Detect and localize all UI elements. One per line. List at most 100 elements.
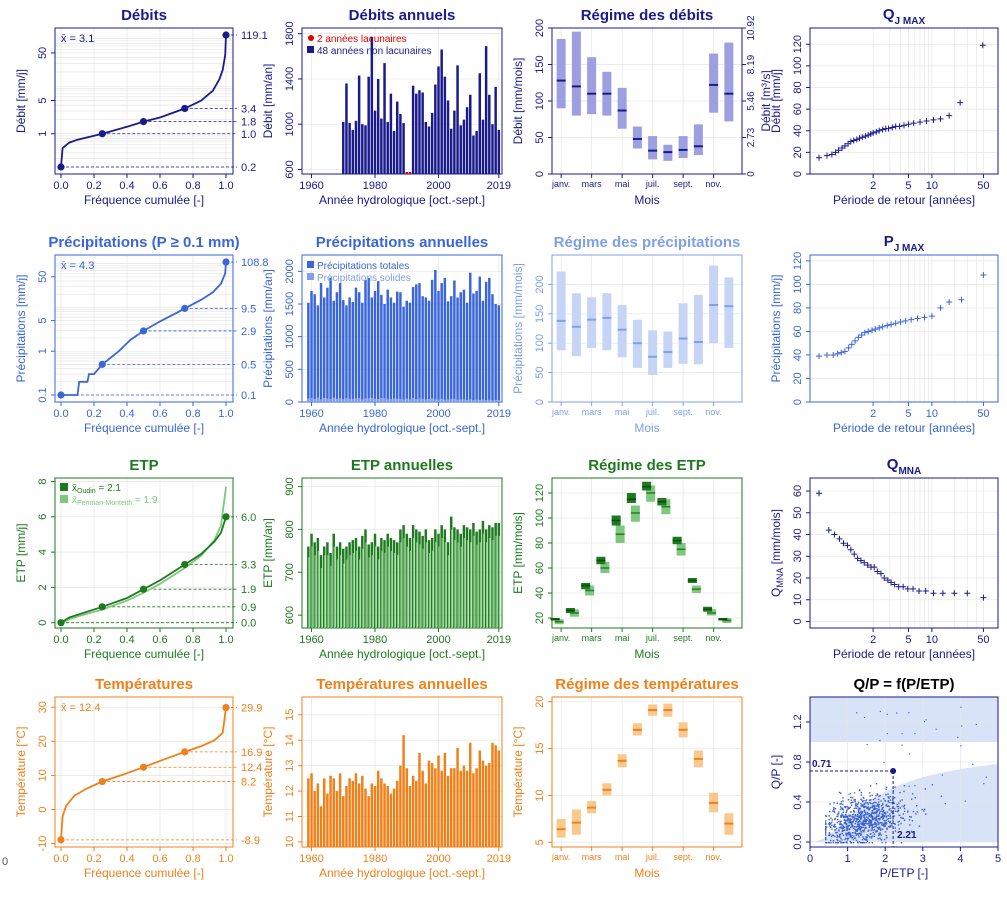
qp-point — [843, 815, 845, 818]
etp_annuelles-bar-secondary — [403, 538, 405, 628]
qp-point — [888, 817, 890, 820]
debits_fdc-quantile-label: 0.2 — [241, 162, 256, 174]
qp-point — [848, 828, 851, 830]
qp-points — [825, 706, 987, 844]
qjmax-point — [873, 128, 880, 135]
qp-point — [851, 824, 854, 827]
qp-point — [855, 834, 857, 836]
qp-point — [880, 816, 882, 818]
qp-point — [842, 815, 844, 817]
qp-point — [866, 823, 868, 825]
qjmax-point — [835, 147, 842, 154]
qp-point — [877, 798, 880, 801]
regime_precip-ytick-label: 50 — [534, 366, 546, 378]
qjmax-point — [876, 127, 883, 134]
qp-point — [842, 809, 844, 811]
qp-point — [886, 827, 888, 829]
qp-point — [899, 807, 901, 809]
precip_annuelles-bar-solid — [484, 400, 488, 402]
pjmax-point — [868, 327, 875, 334]
qjmax-point — [815, 154, 822, 161]
temp_annuelles-bar — [307, 778, 310, 847]
qp-point — [833, 808, 835, 810]
qp-point — [838, 820, 840, 822]
qp-point — [885, 835, 888, 837]
qp-point — [884, 800, 886, 802]
debits_annuels-bar — [465, 107, 469, 174]
qp-point — [842, 816, 845, 819]
qp-point — [827, 834, 830, 836]
qp-point — [866, 807, 868, 809]
qp-point — [841, 839, 843, 841]
qp-point — [841, 807, 844, 809]
qp-point — [852, 842, 855, 844]
precip_annuelles-bar — [443, 277, 447, 402]
etp_fdc-xtick-label: 0.6 — [152, 634, 167, 646]
debits_annuels-bar — [399, 114, 402, 174]
debits_annuels-bar — [411, 85, 415, 174]
qp-point — [828, 810, 831, 813]
qp-point — [881, 807, 883, 809]
qp-point — [878, 814, 880, 816]
temp_annuelles-bar — [418, 752, 421, 847]
etp_fdc-quantile-point — [181, 560, 189, 569]
etp_annuelles-xtick-label: 1960 — [299, 634, 323, 646]
qp-point — [865, 805, 867, 808]
debits_annuels-ytick-label: 1800 — [284, 21, 296, 45]
precip_fdc-quantile-point — [98, 360, 106, 368]
precip_annuelles-bar-solid — [307, 398, 310, 402]
qmna-point — [874, 568, 881, 575]
qmna-title-sub: MNA — [898, 466, 921, 477]
regime_etp-ytick-label: 120 — [534, 484, 546, 502]
qp-point — [851, 814, 854, 816]
qjmax-frame — [809, 27, 999, 175]
precip_annuelles-bar-solid — [361, 399, 364, 402]
qp-point — [875, 818, 877, 820]
qp-point — [944, 803, 946, 805]
qp-point — [868, 829, 870, 831]
qp-point — [865, 799, 868, 801]
temp_annuelles-bar — [402, 735, 405, 847]
qp-point — [872, 826, 874, 829]
precip_annuelles-bar-solid — [488, 399, 491, 402]
qp-ylabel: Q/P [-] — [769, 755, 783, 789]
precip_annuelles-bar-solid — [326, 398, 329, 402]
etp_fdc-xtick-label: 0.0 — [53, 634, 68, 646]
qp-point — [856, 805, 859, 808]
qp-point — [837, 839, 839, 842]
precip_annuelles-bar-solid — [396, 398, 399, 402]
qp-point — [889, 795, 892, 798]
debits_fdc-curve — [60, 34, 227, 168]
qp-point — [866, 840, 869, 842]
qp-point — [886, 811, 889, 813]
etp_annuelles-bar-secondary — [362, 548, 364, 628]
qp-point — [871, 826, 873, 829]
qmna-xtick-label: 5 — [905, 634, 911, 646]
precip_annuelles-bar — [437, 290, 440, 402]
qjmax-ytick-label: 0 — [792, 171, 804, 177]
debits_fdc-quantile-label: 3.4 — [241, 103, 256, 115]
temp_annuelles-bar — [478, 750, 482, 847]
temp_fdc-panel: Températures Fréquence cumulée [-] Tempéra… — [2, 676, 262, 880]
precip_annuelles-bar — [418, 283, 421, 402]
qp-point — [898, 820, 901, 823]
qp-point — [855, 815, 857, 817]
qmna-point — [881, 575, 888, 581]
qp-point — [864, 802, 866, 805]
precip_annuelles-ytick-label: 500 — [284, 360, 296, 378]
etp_annuelles-bar-secondary — [381, 550, 383, 628]
qp-point — [839, 826, 841, 829]
temp_annuelles-ytick-label: 10 — [284, 836, 296, 848]
qp-point — [846, 841, 848, 843]
pjmax-ylabel: Précipitations [mm/j] — [769, 274, 783, 382]
qp-point — [831, 824, 833, 827]
debits_annuels-bar — [354, 120, 358, 174]
etp_fdc-ytick-label: 4 — [37, 549, 49, 555]
precip_fdc-xtick-label: 0.4 — [119, 408, 134, 420]
debits_annuels-bar — [367, 76, 370, 174]
qp-point — [870, 820, 872, 822]
qp-point — [898, 828, 901, 830]
qp-point — [898, 814, 901, 816]
etp_annuelles-bar-secondary — [486, 542, 488, 628]
qp-point — [849, 819, 851, 821]
